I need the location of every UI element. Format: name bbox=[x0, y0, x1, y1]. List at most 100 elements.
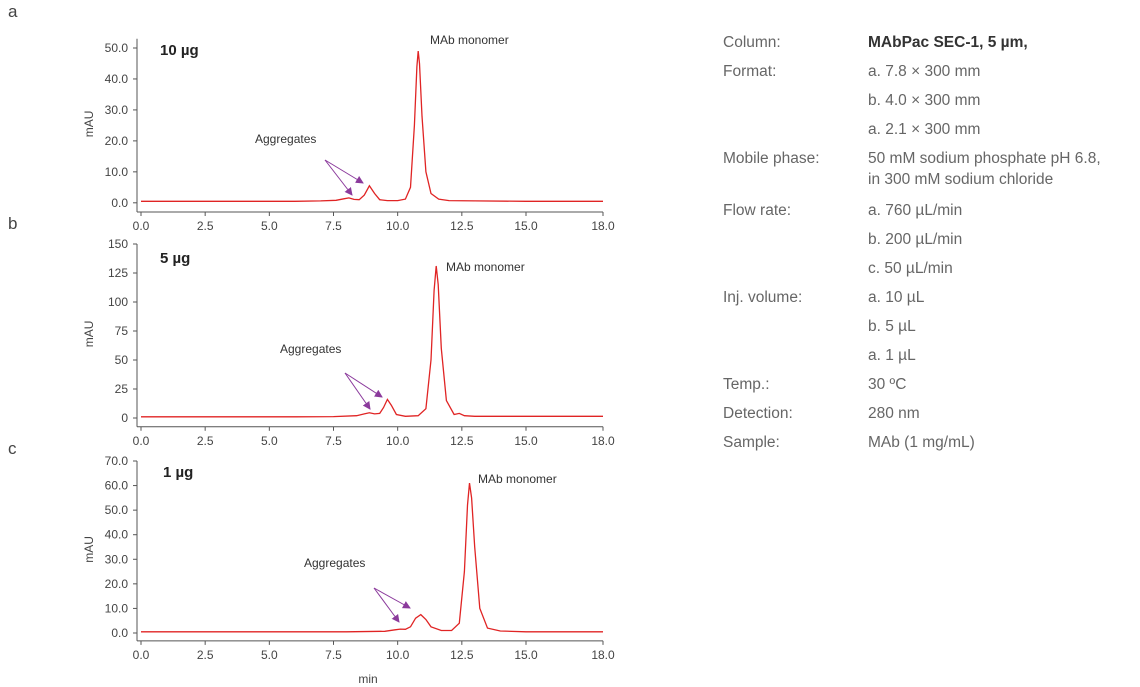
y-tick-label: 0 bbox=[121, 411, 128, 425]
panel-letter: b bbox=[8, 214, 17, 233]
condition-value: in 300 mM sodium chloride bbox=[868, 171, 1054, 188]
condition-label: Format: bbox=[723, 63, 777, 80]
x-tick-label: 10.0 bbox=[386, 648, 410, 662]
chromatogram-line bbox=[141, 265, 603, 418]
x-tick-label: 12.5 bbox=[450, 434, 474, 448]
x-tick-label: 5.0 bbox=[261, 648, 278, 662]
condition-label: Column: bbox=[723, 34, 781, 51]
peak-annotation: Aggregates bbox=[255, 132, 316, 146]
condition-label: Inj. volume: bbox=[723, 289, 803, 306]
x-tick-label: 0.0 bbox=[133, 648, 150, 662]
panel-letter: c bbox=[8, 439, 17, 458]
condition-values: a. 7.8 × 300 mm b. 4.0 × 300 mm a. 2.1 × 3… bbox=[868, 57, 980, 144]
condition-row: Temp.: 30 ºC bbox=[723, 370, 1101, 399]
condition-value: a. 10 µL bbox=[868, 289, 925, 306]
y-axis-label: mAU bbox=[82, 321, 96, 348]
x-tick-label: 18.0 bbox=[591, 648, 615, 662]
condition-value: a. 2.1 × 300 mm bbox=[868, 121, 981, 138]
condition-value: a. 7.8 × 300 mm bbox=[868, 63, 981, 80]
annotation-arrow bbox=[373, 587, 400, 623]
condition-row: Column: MAbPac SEC-1, 5 µm, bbox=[723, 28, 1101, 57]
x-tick-label: 12.5 bbox=[450, 219, 474, 233]
y-tick-label: 10.0 bbox=[105, 165, 129, 179]
y-tick-label: 30.0 bbox=[105, 552, 129, 566]
condition-value: 50 mM sodium phosphate pH 6.8, bbox=[868, 150, 1101, 167]
peak-annotation: MAb monomer bbox=[478, 472, 557, 486]
y-axis-label: mAU bbox=[82, 536, 96, 563]
panel-title: 10 µg bbox=[160, 42, 199, 59]
panel-letter: a bbox=[8, 2, 18, 21]
y-tick-label: 50 bbox=[115, 353, 129, 367]
x-tick-label: 0.0 bbox=[133, 434, 150, 448]
y-tick-label: 100 bbox=[108, 295, 128, 309]
y-tick-label: 60.0 bbox=[105, 479, 129, 493]
panel-title: 1 µg bbox=[163, 464, 193, 481]
condition-label: Sample: bbox=[723, 434, 780, 451]
y-tick-label: 40.0 bbox=[105, 72, 129, 86]
panel-title: 5 µg bbox=[160, 250, 190, 267]
condition-label: Temp.: bbox=[723, 376, 770, 393]
condition-label: Detection: bbox=[723, 405, 793, 422]
condition-value: a. 760 µL/min bbox=[868, 202, 963, 219]
condition-values: a. 760 µL/min b. 200 µL/min c. 50 µL/min bbox=[868, 196, 962, 283]
x-tick-label: 12.5 bbox=[450, 648, 474, 662]
x-tick-label: 15.0 bbox=[514, 219, 538, 233]
condition-value: MAbPac SEC-1, 5 µm, bbox=[868, 34, 1028, 51]
condition-value: b. 200 µL/min bbox=[868, 231, 963, 248]
y-tick-label: 0.0 bbox=[111, 196, 128, 210]
y-tick-label: 125 bbox=[108, 266, 128, 280]
x-tick-label: 15.0 bbox=[514, 434, 538, 448]
peak-annotation: Aggregates bbox=[304, 556, 365, 570]
y-tick-label: 50.0 bbox=[105, 41, 129, 55]
x-tick-label: 10.0 bbox=[386, 219, 410, 233]
x-tick-label: 10.0 bbox=[386, 434, 410, 448]
chromatograms: a 0.0 10.0 20.0 30.0 40.0 50.0 0.0 2.5 5.0 7.5 10.0… bbox=[8, 2, 615, 686]
y-tick-label: 75 bbox=[115, 324, 129, 338]
conditions: Column: MAbPac SEC-1, 5 µm, Format: a. 7.8 … bbox=[723, 28, 1101, 457]
y-axis-label: mAU bbox=[82, 111, 96, 138]
x-axis-label: min bbox=[358, 672, 377, 686]
x-tick-label: 5.0 bbox=[261, 434, 278, 448]
condition-row: Inj. volume: a. 10 µL b. 5 µL a. 1 µL bbox=[723, 283, 1101, 370]
condition-values: 280 nm bbox=[868, 399, 920, 428]
condition-value: MAb (1 mg/mL) bbox=[868, 434, 975, 451]
condition-values: 50 mM sodium phosphate pH 6.8, in 300 mM … bbox=[868, 144, 1101, 196]
x-tick-label: 2.5 bbox=[197, 434, 214, 448]
peak-annotation: Aggregates bbox=[280, 342, 341, 356]
y-tick-label: 50.0 bbox=[105, 503, 129, 517]
x-tick-label: 0.0 bbox=[133, 219, 150, 233]
y-tick-label: 40.0 bbox=[105, 528, 129, 542]
annotation-arrow bbox=[373, 587, 411, 609]
x-tick-label: 18.0 bbox=[591, 219, 615, 233]
y-tick-label: 0.0 bbox=[111, 626, 128, 640]
chromatogram-line bbox=[141, 483, 603, 633]
condition-value: c. 50 µL/min bbox=[868, 260, 953, 277]
x-tick-label: 2.5 bbox=[197, 648, 214, 662]
x-tick-label: 7.5 bbox=[325, 434, 342, 448]
condition-value: 30 ºC bbox=[868, 376, 907, 393]
x-tick-label: 15.0 bbox=[514, 648, 538, 662]
y-tick-label: 70.0 bbox=[105, 454, 129, 468]
condition-value: b. 4.0 × 300 mm bbox=[868, 92, 981, 109]
condition-value: 280 nm bbox=[868, 405, 920, 422]
condition-values: 30 ºC bbox=[868, 370, 906, 399]
condition-values: MAbPac SEC-1, 5 µm, bbox=[868, 28, 1028, 57]
peak-annotation: MAb monomer bbox=[430, 33, 509, 47]
y-tick-label: 10.0 bbox=[105, 601, 129, 615]
y-tick-label: 150 bbox=[108, 237, 128, 251]
x-tick-label: 7.5 bbox=[325, 648, 342, 662]
condition-value: a. 1 µL bbox=[868, 347, 916, 364]
condition-values: MAb (1 mg/mL) bbox=[868, 428, 975, 457]
annotation-arrow bbox=[344, 372, 371, 410]
y-tick-label: 30.0 bbox=[105, 103, 129, 117]
annotation-arrow bbox=[324, 159, 353, 196]
y-tick-label: 20.0 bbox=[105, 134, 129, 148]
condition-values: a. 10 µL b. 5 µL a. 1 µL bbox=[868, 283, 924, 370]
peak-annotation: MAb monomer bbox=[446, 260, 525, 274]
x-tick-label: 2.5 bbox=[197, 219, 214, 233]
y-tick-label: 25 bbox=[115, 382, 129, 396]
annotation-arrow bbox=[324, 159, 364, 184]
x-tick-label: 5.0 bbox=[261, 219, 278, 233]
condition-row: Flow rate: a. 760 µL/min b. 200 µL/min c. 5… bbox=[723, 196, 1101, 283]
